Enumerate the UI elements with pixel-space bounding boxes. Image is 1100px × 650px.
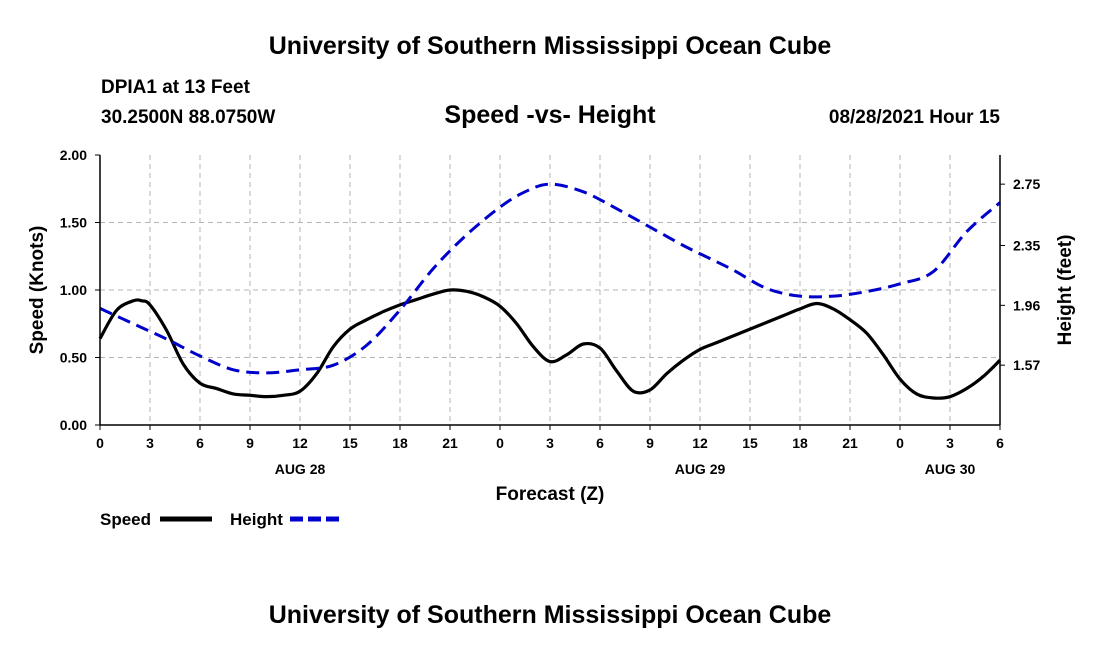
chart-title-bottom: University of Southern Mississippi Ocean… [268, 601, 832, 629]
x-tick-label: 18 [392, 435, 408, 451]
y-tick-label: 1.50 [60, 215, 87, 231]
x-tick-label: 6 [996, 435, 1004, 451]
x-tick-label: 15 [342, 435, 358, 451]
x-tick-label: 15 [742, 435, 758, 451]
y2-tick-label: 1.57 [1013, 357, 1040, 373]
x-tick-label: 12 [692, 435, 708, 451]
x-tick-label: 3 [146, 435, 154, 451]
series-line-speed [98, 288, 1002, 400]
date-label: AUG 28 [275, 461, 326, 477]
series-line-height [99, 182, 1001, 375]
y2-axis-title: Height (feet) [1055, 235, 1076, 346]
x-tick-label: 9 [646, 435, 654, 451]
x-tick-label: 18 [792, 435, 808, 451]
x-tick-label: 9 [246, 435, 254, 451]
x-tick-label: 0 [496, 435, 504, 451]
x-tick-label: 12 [292, 435, 308, 451]
date-label: AUG 30 [925, 461, 976, 477]
legend-label-height: Height [230, 510, 283, 529]
y-tick-label: 0.50 [60, 350, 87, 366]
x-tick-label: 0 [896, 435, 904, 451]
x-tick-label: 0 [96, 435, 104, 451]
y2-tick-label: 1.96 [1013, 297, 1040, 313]
date-label: AUG 29 [675, 461, 726, 477]
y-axis-title: Speed (Knots) [27, 226, 48, 355]
y2-tick-label: 2.35 [1013, 238, 1040, 254]
x-tick-label: 21 [442, 435, 458, 451]
coordinates-label: 30.2500N 88.0750W [101, 107, 276, 128]
x-tick-label: 3 [946, 435, 954, 451]
legend-label-speed: Speed [100, 510, 151, 529]
y-tick-label: 2.00 [60, 147, 87, 163]
station-label: DPIA1 at 13 Feet [101, 77, 250, 98]
chart-title-top: University of Southern Mississippi Ocean… [268, 32, 832, 60]
x-axis-title: Forecast (Z) [496, 484, 605, 505]
grid-layer [100, 155, 1000, 425]
y2-tick-label: 2.75 [1013, 176, 1040, 192]
y-tick-label: 0.00 [60, 417, 87, 433]
y-tick-label: 1.00 [60, 282, 87, 298]
x-tick-label: 21 [842, 435, 858, 451]
axis-layer: 0 3 6 9 12 15 18 21 0 3 6 9 12 15 18 21 0 3 6 0.00 0.50 1.00 1… [27, 147, 1076, 505]
chart-subtitle: Speed -vs- Height [444, 101, 656, 129]
x-tick-label: 6 [596, 435, 604, 451]
legend-layer: Speed Height [100, 510, 342, 529]
series-layer [98, 182, 1002, 400]
x-tick-label: 6 [196, 435, 204, 451]
x-tick-label: 3 [546, 435, 554, 451]
forecast-datetime: 08/28/2021 Hour 15 [828, 107, 1000, 128]
